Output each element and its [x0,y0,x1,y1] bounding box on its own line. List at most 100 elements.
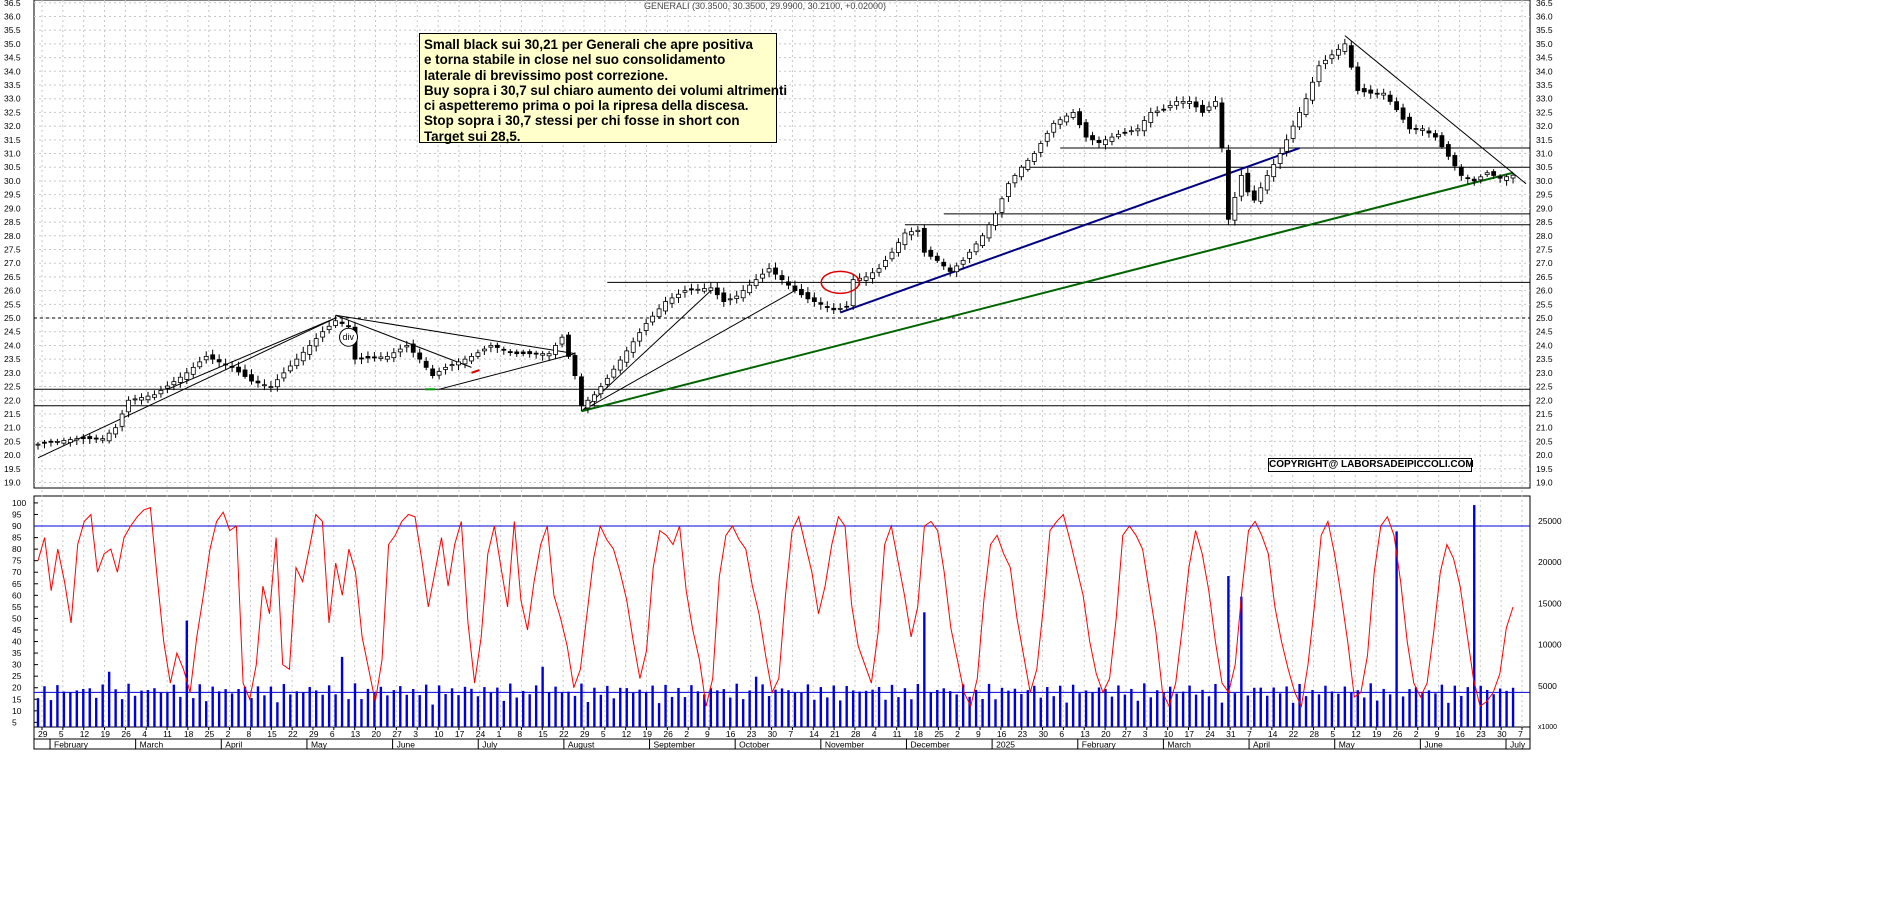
candle-body [1478,176,1484,181]
volume-bar [1227,576,1230,727]
volume-bar [1065,702,1068,727]
candle-body [1006,183,1011,197]
candle-body [488,345,494,348]
rsi-tick-label: 50 [12,613,22,623]
volume-bar [1272,687,1275,727]
volume-bar [1447,702,1450,727]
candle-body [1465,177,1471,180]
volume-bar [392,690,396,727]
volume-bar [353,683,357,727]
candle-body [1044,133,1050,142]
candle-body [391,352,397,359]
red-arrow-marker [471,369,480,374]
price-tick-right: 33.5 [1536,80,1553,90]
candle-body [734,295,740,299]
month-label: July [1510,740,1526,750]
volume-bar [1220,702,1224,727]
volume-bar [547,692,551,727]
volume-bar [522,690,525,727]
candle-body [1070,112,1076,118]
volume-bar [560,692,564,727]
volume-bar [1376,700,1379,727]
price-tick-right: 28.0 [1536,231,1553,241]
candle-body [145,395,151,401]
trendline-black [581,290,796,412]
volume-bar [1071,684,1075,727]
volume-bar [1046,687,1049,727]
price-tick-right: 31.5 [1536,135,1553,145]
volume-bar [1233,693,1237,727]
date-tick-label: 22 [559,729,569,739]
date-tick-label: 16 [1455,729,1465,739]
volume-bar [690,685,693,727]
candle-body [384,356,390,360]
date-tick-label: 30 [768,729,778,739]
trendline-black [167,317,336,390]
volume-bar [936,689,939,727]
price-tick-left: 21.5 [4,409,21,419]
candle-body [87,436,93,440]
volume-bar [424,684,428,727]
date-tick-label: 2 [955,729,960,739]
date-tick-label: 18 [184,729,194,739]
candle-body [579,376,584,407]
candle-body [287,365,293,372]
candle-body [663,301,668,312]
date-tick-label: 2 [1414,729,1419,739]
date-tick-label: 23 [1476,729,1486,739]
volume-bar [1427,690,1431,727]
volume-bar [230,693,234,727]
candle-body [113,427,119,435]
candle-body [870,272,875,279]
rsi-tick-label: 70 [12,567,22,577]
volume-bar [1259,687,1262,727]
volume-bar [735,683,738,727]
candle-body [1219,102,1225,149]
candle-body [507,351,513,353]
candle-body [378,356,384,359]
volume-bar [1214,683,1217,727]
price-tick-right: 26.0 [1536,286,1553,296]
volume-bar [703,694,706,727]
candle-body [844,305,850,308]
month-label: April [225,740,242,750]
price-tick-right: 35.5 [1536,25,1553,35]
date-tick-label: 9 [705,729,710,739]
date-tick-label: 19 [643,729,653,739]
volume-bar [1143,683,1146,727]
rsi-tick-label: 65 [12,579,22,589]
candle-body [100,438,106,441]
date-tick-label: 4 [142,729,147,739]
candle-body [1381,92,1387,96]
date-tick-label: 5 [1330,729,1335,739]
candle-body [216,359,222,363]
volume-bar [1440,684,1444,727]
candle-body [158,389,164,395]
volume-bar [657,703,661,727]
volume-bar [664,684,667,727]
price-tick-right: 33.0 [1536,94,1553,104]
volume-bar [903,688,907,727]
candle-body [1128,130,1134,133]
volume-bar [599,694,603,727]
candle-body [1471,178,1477,182]
volume-bar [217,691,221,727]
note-line-7: Target sui 28,5. [424,128,521,144]
price-tick-left: 35.5 [4,25,21,35]
candle-body [333,320,339,326]
candle-body [1361,88,1367,93]
price-tick-left: 26.0 [4,286,21,296]
candle-body [980,235,985,246]
volume-bar [754,676,758,727]
price-tick-left: 34.5 [4,53,21,63]
candle-body [766,268,772,273]
candle-body [417,352,423,360]
candle-body [372,356,377,359]
candle-body [294,358,300,367]
volume-bar [185,620,188,727]
volume-bar [638,689,641,727]
candle-body [1335,48,1341,56]
volume-bar [1123,694,1127,727]
date-tick-label: 1 [497,729,502,739]
volume-bar [1298,683,1301,727]
